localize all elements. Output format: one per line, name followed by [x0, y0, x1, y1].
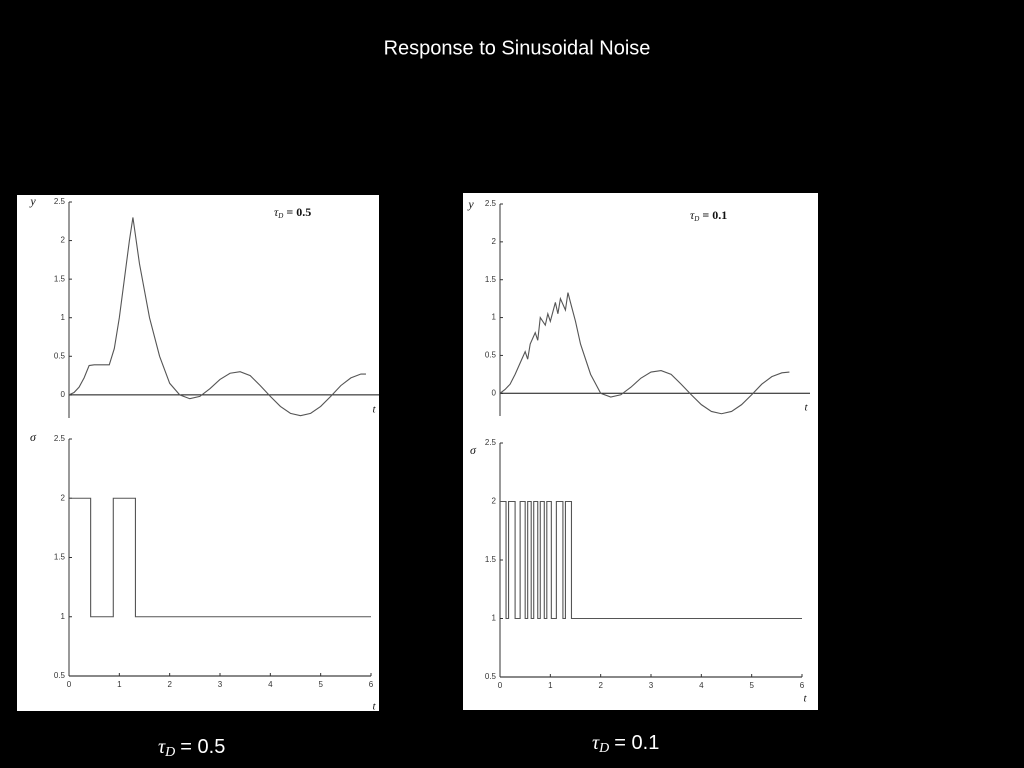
- y-axis-label: y: [29, 194, 36, 208]
- x-tick-label: 3: [649, 681, 654, 690]
- y-axis-label: σ: [470, 443, 477, 457]
- x-axis-label: t: [804, 402, 808, 414]
- annotation: τD = 0.1: [690, 208, 727, 223]
- x-tick-label: 0: [498, 681, 503, 690]
- caption-text: = 0.5: [180, 736, 225, 758]
- data-line: [499, 292, 790, 415]
- y-tick-label: 2.5: [485, 438, 497, 447]
- data-line: [68, 217, 366, 417]
- x-tick-label: 0: [67, 680, 72, 689]
- y-tick-label: 1.5: [485, 275, 497, 284]
- annotation: τD = 0.5: [274, 205, 311, 220]
- data-line: [69, 497, 371, 618]
- y-tick-label: 2.5: [54, 197, 66, 206]
- y-tick-label: 2.5: [485, 199, 497, 208]
- caption-symbol: τ: [592, 732, 600, 754]
- annotation-text: = 0.5: [286, 205, 311, 219]
- y-tick-label: 0.5: [54, 671, 66, 680]
- y-tick-label: 1.5: [485, 555, 497, 564]
- y-tick-label: 2: [492, 497, 497, 506]
- annotation-symbol: τ: [274, 205, 279, 219]
- y-tick-label: 1: [492, 313, 497, 322]
- caption-subscript: D: [598, 741, 609, 756]
- y-axis-label: y: [467, 197, 474, 211]
- y-tick-label: 1: [61, 612, 66, 621]
- y-tick-label: 2: [492, 237, 497, 246]
- y-tick-label: 2: [61, 236, 66, 245]
- y-axis-label: σ: [30, 430, 37, 444]
- slide-title: Response to Sinusoidal Noise: [384, 37, 651, 59]
- x-axis-label: t: [372, 404, 376, 416]
- x-tick-label: 5: [749, 681, 754, 690]
- caption-symbol: τ: [158, 736, 166, 758]
- x-tick-label: 2: [167, 680, 172, 689]
- data-line: [500, 500, 802, 620]
- x-tick-label: 1: [548, 681, 553, 690]
- x-axis-label: t: [372, 701, 376, 713]
- caption-subscript: D: [164, 745, 175, 760]
- figure-panel: [463, 193, 818, 710]
- caption: τD = 0.1: [592, 732, 659, 757]
- y-tick-label: 1.5: [54, 274, 66, 283]
- y-tick-label: 0.5: [485, 672, 497, 681]
- x-axis-label: t: [803, 693, 807, 705]
- y-tick-label: 1: [61, 313, 66, 322]
- y-tick-label: 2: [61, 493, 66, 502]
- y-tick-label: 0: [61, 390, 66, 399]
- x-tick-label: 6: [800, 681, 805, 690]
- x-tick-label: 2: [598, 681, 603, 690]
- annotation-text: = 0.1: [702, 208, 727, 222]
- y-tick-label: 1.5: [54, 553, 66, 562]
- y-tick-label: 0.5: [485, 351, 497, 360]
- x-tick-label: 1: [117, 680, 122, 689]
- y-tick-label: 1: [492, 614, 497, 623]
- x-tick-label: 6: [369, 680, 374, 689]
- annotation-subscript: D: [693, 215, 699, 223]
- caption: τD = 0.5: [158, 736, 225, 761]
- caption-text: = 0.1: [614, 732, 659, 754]
- x-tick-label: 5: [318, 680, 323, 689]
- annotation-subscript: D: [277, 212, 283, 220]
- y-tick-label: 0.5: [54, 351, 66, 360]
- x-tick-label: 4: [268, 680, 273, 689]
- y-tick-label: 2.5: [54, 434, 66, 443]
- figure-panel: [17, 195, 379, 711]
- x-tick-label: 4: [699, 681, 704, 690]
- x-tick-label: 3: [218, 680, 223, 689]
- annotation-symbol: τ: [690, 208, 695, 222]
- y-tick-label: 0: [492, 388, 497, 397]
